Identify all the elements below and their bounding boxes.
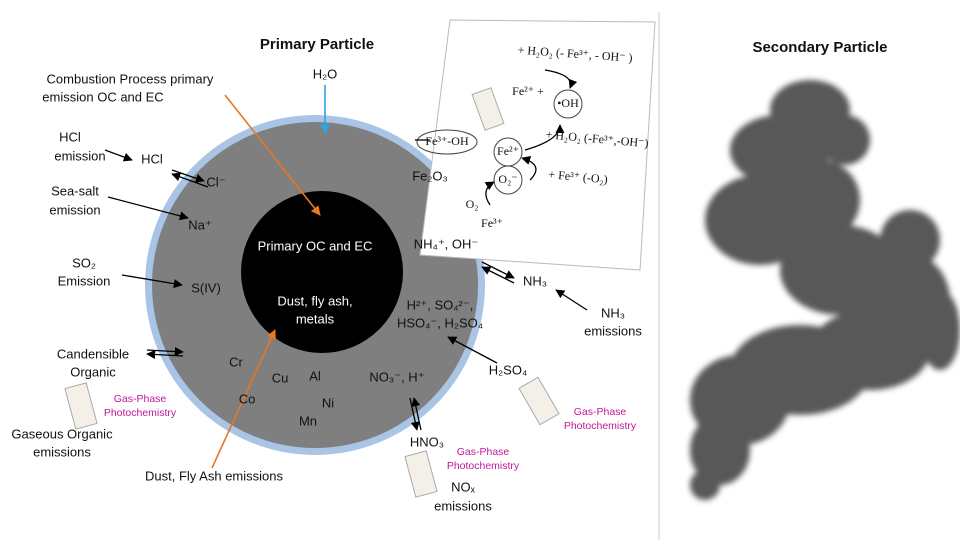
label: emissions: [434, 498, 492, 513]
label: NO₃⁻, H⁺: [369, 369, 424, 384]
label: SO₂: [72, 255, 96, 270]
label: Fe²⁺ +: [512, 84, 544, 98]
label: Fe³⁺-OH: [425, 134, 469, 148]
label: Fe³⁺: [481, 216, 503, 230]
label: Fe₂O₃: [412, 168, 448, 183]
label: H²⁺, SO₄²⁻,: [407, 297, 474, 312]
label: emission: [49, 202, 100, 217]
label: Mn: [299, 413, 317, 428]
secondary-particle: [690, 80, 960, 500]
label: NH₃: [601, 305, 625, 320]
label: Na⁺: [188, 217, 211, 232]
label: Secondary Particle: [752, 39, 887, 56]
label: HCl: [141, 151, 163, 166]
label: Ni: [322, 395, 334, 410]
label: Combustion Process primary: [47, 71, 214, 86]
label: Fe²⁺: [497, 144, 519, 158]
label: HCl: [59, 129, 81, 144]
label: HSO₄⁻, H₂SO₄: [397, 315, 483, 330]
label: H₂O: [313, 66, 338, 81]
photon-icons: [64, 87, 560, 498]
label: Primary OC and EC: [258, 238, 373, 253]
label: Dust, Fly Ash emissions: [145, 468, 283, 483]
label: Photochemistry: [104, 407, 177, 419]
label: Cl⁻: [206, 174, 225, 189]
label: Gas-Phase: [574, 406, 627, 418]
label: Dust, fly ash,: [277, 293, 352, 308]
label: O₂: [466, 197, 479, 211]
label: H₂SO₄: [489, 362, 528, 377]
fenton-inset: [416, 19, 656, 271]
label: Co: [239, 391, 256, 406]
label: NOₓ: [451, 479, 476, 494]
label: Sea-salt: [51, 183, 99, 198]
label: emissions: [33, 444, 91, 459]
label: NH₄⁺, OH⁻: [414, 236, 479, 251]
label: NH₃: [523, 273, 547, 288]
label: Cu: [272, 370, 289, 385]
label: Gas-Phase: [114, 393, 167, 405]
arrows: [104, 85, 588, 469]
label: Cr: [229, 354, 243, 369]
label: •OH: [557, 96, 579, 110]
label: Candensible: [57, 346, 129, 361]
particle: [145, 115, 485, 455]
label: Primary Particle: [260, 36, 374, 53]
label: O₂⁻: [498, 172, 517, 186]
label: + Fe³⁺ (-O₂): [548, 167, 609, 186]
label: emissions: [584, 323, 642, 338]
label: Al: [309, 368, 321, 383]
label: Photochemistry: [447, 460, 520, 472]
label: emission OC and EC: [42, 89, 163, 104]
label: Gaseous Organic: [11, 426, 113, 441]
label: Organic: [70, 364, 116, 379]
label: Emission: [58, 273, 111, 288]
label: Gas-Phase: [457, 446, 510, 458]
label: HNO₃: [410, 434, 444, 449]
label: S(IV): [191, 280, 221, 295]
label: metals: [296, 311, 335, 326]
label: emission: [54, 148, 105, 163]
label: Photochemistry: [564, 420, 637, 432]
